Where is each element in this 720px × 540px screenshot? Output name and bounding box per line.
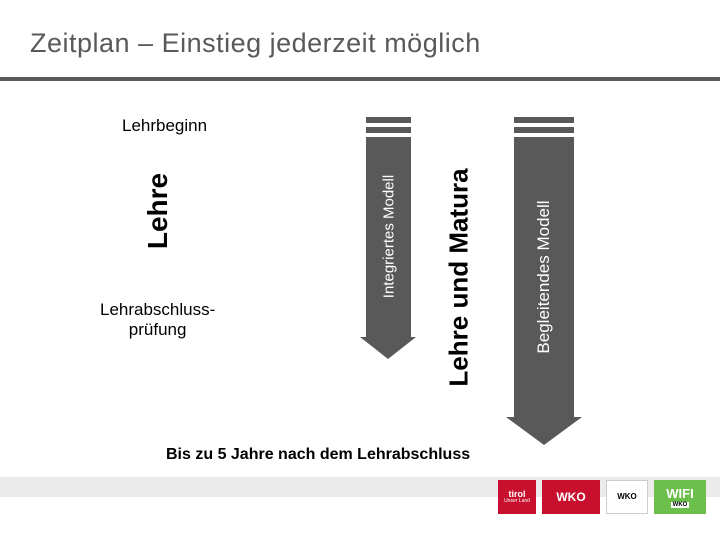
logo-tirol: tirolUnser Land (498, 480, 536, 514)
label-lehrabschluss-line2: prüfung (100, 320, 215, 340)
arrow-label-integriert: Integriertes Modell (380, 136, 397, 336)
arrow-label-begleitend: Begleitendes Modell (534, 137, 554, 417)
arrow-begleitendes-modell: Begleitendes Modell (506, 117, 582, 445)
footer-logos: tirolUnser Land WKO WKO WIFI WKO (498, 480, 706, 514)
label-lehre: Lehre (142, 151, 174, 271)
logo-text: WIFI (666, 487, 693, 500)
logo-text: WKO (556, 491, 585, 503)
logo-wifi: WIFI WKO (654, 480, 706, 514)
logo-sub-wko: WKO (671, 502, 690, 508)
title-underline (0, 77, 720, 81)
label-lehrbeginn: Lehrbeginn (122, 116, 207, 136)
arrow-integriertes-modell: Integriertes Modell (360, 117, 417, 359)
logo-wko-red: WKO (542, 480, 600, 514)
slide: Zeitplan – Einstieg jederzeit möglich Le… (0, 0, 720, 540)
logo-subtext: Unser Land (504, 499, 530, 504)
arrow-tail-gap (514, 127, 574, 133)
arrow-tail-gap (366, 127, 411, 133)
label-lehrabschluss-line1: Lehrabschluss- (100, 300, 215, 320)
arrow-tail-gap (514, 117, 574, 123)
arrow-head-icon (360, 337, 416, 359)
label-lehre-und-matura: Lehre und Matura (444, 138, 475, 418)
logo-wko-white: WKO (606, 480, 648, 514)
arrow-tail-gap (366, 117, 411, 123)
arrow-head-icon (506, 417, 582, 445)
title-block: Zeitplan – Einstieg jederzeit möglich (0, 0, 720, 67)
label-lehrabschlusspruefung: Lehrabschluss- prüfung (100, 300, 215, 340)
caption-bottom: Bis zu 5 Jahre nach dem Lehrabschluss (166, 446, 470, 464)
logo-text: WKO (617, 493, 637, 501)
page-title: Zeitplan – Einstieg jederzeit möglich (30, 28, 690, 59)
